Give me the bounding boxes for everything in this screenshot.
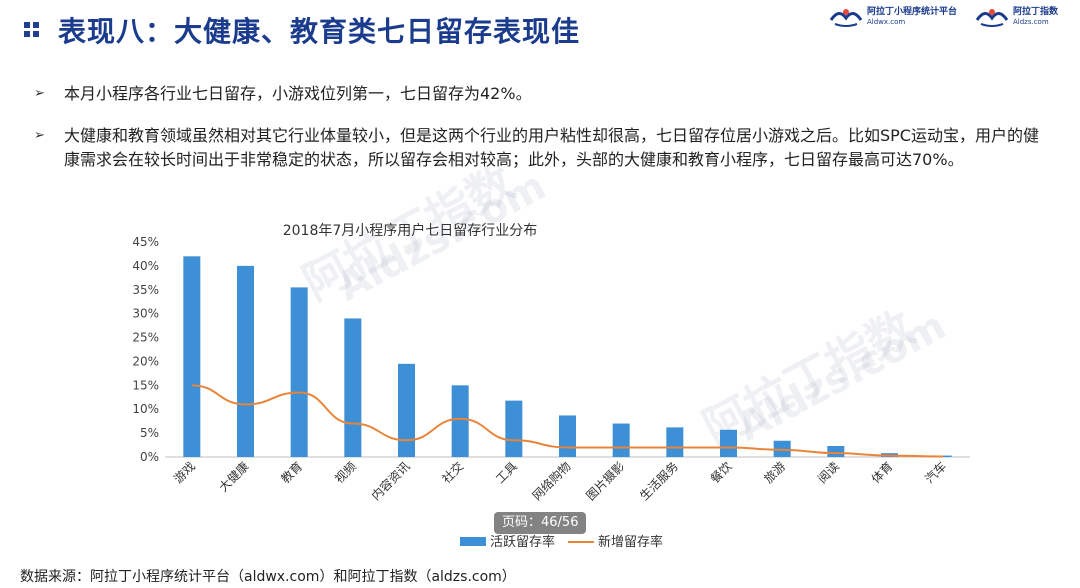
x-tick-label: 体育	[868, 459, 896, 487]
x-tick-label: 游戏	[171, 459, 198, 486]
x-tick-label: 生活服务	[636, 459, 681, 504]
y-tick-label: 15%	[132, 378, 159, 392]
y-tick-label: 25%	[132, 331, 159, 345]
bar-大健康	[237, 265, 254, 457]
bar-社交	[451, 385, 469, 457]
aldwx-logo-name: 阿拉丁小程序统计平台	[866, 7, 957, 17]
x-tick-label: 网络购物	[529, 459, 574, 504]
logos: 阿拉丁小程序统计平台 Aldwx.com 阿拉丁指数 Aldzs.com	[829, 6, 1058, 28]
y-tick-label: 10%	[132, 402, 159, 416]
y-tick-label: 5%	[140, 426, 159, 440]
bar-内容资讯	[398, 363, 415, 457]
y-tick-label: 45%	[132, 235, 159, 249]
x-tick-label: 汽车	[922, 459, 950, 487]
legend-swatch-bar	[460, 537, 486, 546]
retention-chart: 2018年7月小程序用户七日留存行业分布 0% 5% 10% 15% 20% 25% 30% 3…	[120, 215, 980, 560]
arrow-bullet-icon: ➢	[34, 86, 45, 101]
bar-视频	[344, 318, 362, 457]
y-tick-label: 35%	[132, 283, 159, 297]
data-source: 数据来源：阿拉丁小程序统计平台（aldwx.com）和阿拉丁指数（aldzs.c…	[20, 569, 516, 585]
grid-icon	[24, 22, 40, 38]
bar-餐饮	[720, 429, 737, 457]
aldwx-logo-icon	[829, 9, 863, 27]
x-tick-label: 工具	[493, 459, 520, 486]
aldzs-logo-domain: Aldzs.com	[1012, 18, 1049, 26]
bar-阅读	[827, 446, 845, 457]
page-number-badge: 页码：46/56	[494, 512, 587, 534]
aldzs-logo: 阿拉丁指数 Aldzs.com	[975, 6, 1058, 28]
legend-label-line: 新增留存率	[598, 534, 663, 550]
x-tick-label: 图片摄影	[583, 459, 628, 504]
bullet-item: ➢ 大健康和教育领域虽然相对其它行业体量较小，但是这两个行业的用户粘性却很高，七…	[34, 124, 1044, 172]
aldzs-logo-name: 阿拉丁指数	[1012, 7, 1058, 17]
x-tick-label: 视频	[331, 459, 359, 487]
bullet-item: ➢ 本月小程序各行业七日留存，小游戏位列第一，七日留存为42%。	[34, 82, 1044, 106]
y-tick-label: 30%	[132, 307, 159, 321]
bar-游戏	[183, 256, 201, 457]
bar-工具	[505, 400, 523, 457]
x-tick-label: 餐饮	[707, 459, 735, 487]
chart-svg: 2018年7月小程序用户七日留存行业分布 0% 5% 10% 15% 20% 25% 30% 3…	[132, 222, 970, 550]
aldwx-logo: 阿拉丁小程序统计平台 Aldwx.com	[829, 6, 957, 28]
y-tick-label: 0%	[140, 450, 159, 464]
x-tick-label: 教育	[278, 459, 306, 487]
aldwx-logo-domain: Aldwx.com	[866, 18, 906, 26]
y-tick-label: 20%	[132, 354, 159, 368]
y-tick-label: 40%	[132, 259, 159, 273]
chart-title: 2018年7月小程序用户七日留存行业分布	[283, 222, 538, 239]
bar-图片摄影	[612, 423, 630, 457]
bar-教育	[290, 287, 308, 457]
x-tick-label: 阅读	[815, 459, 842, 486]
bullet-list: ➢ 本月小程序各行业七日留存，小游戏位列第一，七日留存为42%。 ➢ 大健康和教…	[34, 82, 1044, 172]
bar-生活服务	[666, 427, 684, 457]
x-tick-label: 旅游	[761, 459, 788, 486]
bullet-text: 本月小程序各行业七日留存，小游戏位列第一，七日留存为42%。	[64, 84, 532, 103]
line-series-新增留存率	[191, 384, 944, 458]
x-tick-label: 社交	[439, 459, 467, 487]
bar-网络购物	[559, 415, 576, 457]
arrow-bullet-icon: ➢	[34, 128, 45, 143]
legend-label-bar: 活跃留存率	[490, 534, 555, 550]
x-tick-label: 大健康	[216, 459, 252, 495]
header: 表现八：大健康、教育类七日留存表现佳 阿拉丁小程序统计平台 Aldwx.com …	[0, 0, 1080, 60]
bullet-text: 大健康和教育领域虽然相对其它行业体量较小，但是这两个行业的用户粘性却很高，七日留…	[64, 126, 1039, 169]
x-tick-label: 内容资讯	[368, 459, 413, 504]
page-title: 表现八：大健康、教育类七日留存表现佳	[58, 15, 581, 48]
aldzs-logo-icon	[975, 9, 1009, 27]
